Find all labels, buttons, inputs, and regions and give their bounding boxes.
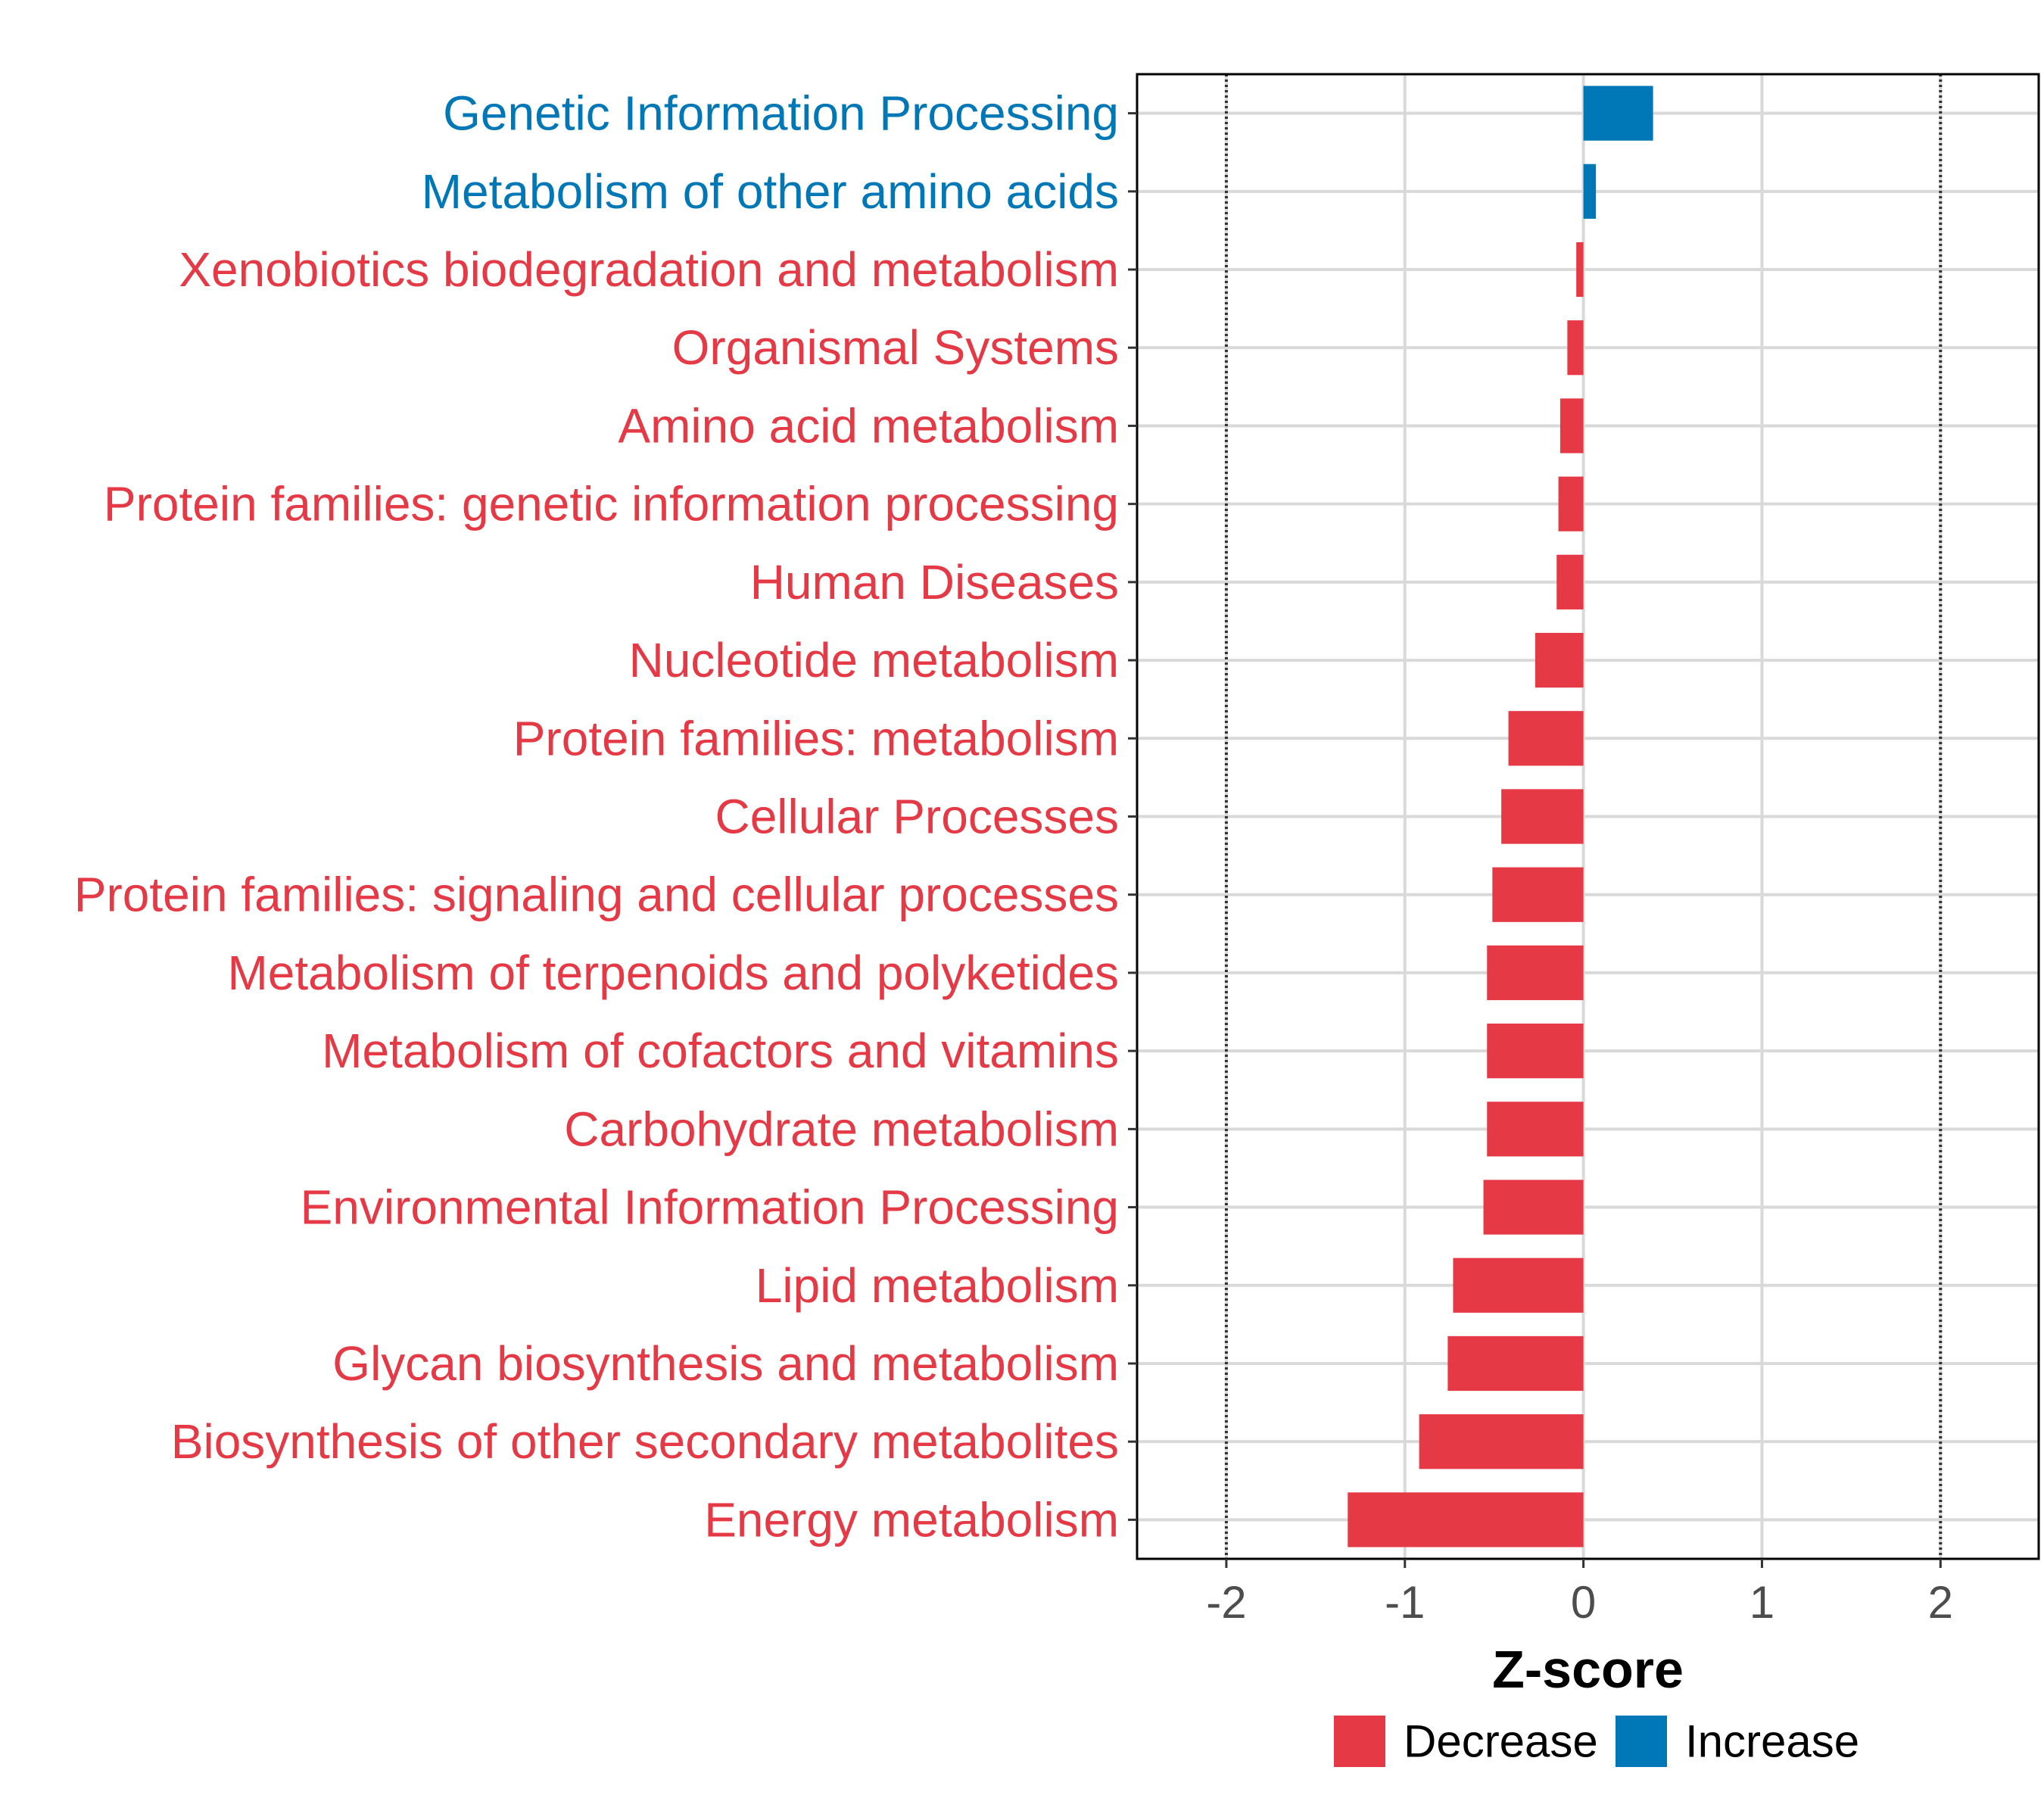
category-labels: Genetic Information Processing Metabolism… — [74, 86, 1119, 1547]
bar-metabolism-of-terpenoids-and-polyketides — [1487, 945, 1584, 1001]
bar-metabolism-of-other-amino-acids — [1583, 164, 1597, 219]
legend: Decrease Increase — [1334, 1716, 1859, 1767]
category-label-glycan-biosynthesis-and-metabolism: Glycan biosynthesis and metabolism — [332, 1336, 1119, 1391]
category-label-metabolism-of-cofactors-and-vitamins: Metabolism of cofactors and vitamins — [322, 1024, 1119, 1078]
x-tick-label-1: -1 — [1385, 1577, 1425, 1628]
bar-organismal-systems — [1567, 320, 1584, 376]
bar-lipid-metabolism — [1453, 1258, 1584, 1313]
category-label-amino-acid-metabolism: Amino acid metabolism — [618, 398, 1119, 453]
category-label-carbohydrate-metabolism: Carbohydrate metabolism — [564, 1102, 1119, 1156]
category-label-human-diseases: Human Diseases — [750, 555, 1119, 609]
bar-carbohydrate-metabolism — [1487, 1102, 1584, 1157]
legend-label-increase: Increase — [1685, 1716, 1859, 1767]
x-tick-label-1: 1 — [1750, 1577, 1774, 1628]
category-label-environmental-information-processing: Environmental Information Processing — [301, 1180, 1119, 1235]
category-label-metabolism-of-other-amino-acids: Metabolism of other amino acids — [422, 164, 1119, 219]
bar-glycan-biosynthesis-and-metabolism — [1447, 1335, 1584, 1392]
x-tick-label-2: -2 — [1206, 1577, 1246, 1628]
x-tick-label-2: 2 — [1928, 1577, 1953, 1628]
bar-biosynthesis-of-other-secondary-metabolites — [1419, 1414, 1584, 1469]
bar-environmental-information-processing — [1483, 1180, 1584, 1235]
bar-protein-families-genetic-information-processing — [1558, 476, 1584, 531]
category-label-protein-families-genetic-information-processing: Protein families: genetic information pr… — [104, 477, 1119, 531]
bar-xenobiotics-biodegradation-and-metabolism — [1576, 242, 1584, 298]
category-label-protein-families-metabolism: Protein families: metabolism — [513, 711, 1119, 765]
bar-amino-acid-metabolism — [1559, 398, 1584, 453]
x-tick-label-0: 0 — [1571, 1577, 1596, 1628]
x-axis-ticks: -2 -1 0 1 2 — [1206, 1559, 1953, 1628]
bars — [1348, 86, 1653, 1547]
bar-nucleotide-metabolism — [1535, 632, 1584, 688]
category-label-biosynthesis-of-other-secondary-metabolites: Biosynthesis of other secondary metaboli… — [171, 1414, 1119, 1469]
legend-label-decrease: Decrease — [1404, 1716, 1598, 1767]
legend-swatch-increase — [1616, 1716, 1667, 1767]
category-label-cellular-processes: Cellular Processes — [715, 790, 1119, 844]
reference-lines — [1224, 74, 1943, 1559]
category-label-genetic-information-processing: Genetic Information Processing — [443, 86, 1119, 141]
bar-metabolism-of-cofactors-and-vitamins — [1487, 1024, 1584, 1079]
grid-layer — [1137, 74, 2039, 1559]
category-label-lipid-metabolism: Lipid metabolism — [756, 1258, 1119, 1313]
x-axis-title: Z-score — [1492, 1640, 1684, 1699]
y-axis-ticks — [1128, 112, 1137, 1521]
bar-genetic-information-processing — [1583, 86, 1653, 141]
bar-protein-families-signaling-and-cellular-processes — [1492, 867, 1584, 922]
category-label-protein-families-signaling-and-cellular-processes: Protein families: signaling and cellular… — [74, 868, 1119, 922]
category-label-nucleotide-metabolism: Nucleotide metabolism — [629, 633, 1119, 687]
bar-energy-metabolism — [1348, 1492, 1584, 1547]
category-label-metabolism-of-terpenoids-and-polyketides: Metabolism of terpenoids and polyketides — [227, 946, 1119, 1000]
bar-protein-families-metabolism — [1508, 711, 1584, 766]
category-label-organismal-systems: Organismal Systems — [672, 320, 1119, 375]
bar-cellular-processes — [1501, 789, 1584, 844]
category-label-energy-metabolism: Energy metabolism — [704, 1492, 1119, 1547]
bar-human-diseases — [1556, 554, 1584, 609]
category-label-xenobiotics-biodegradation-and-metabolism: Xenobiotics biodegradation and metabolis… — [179, 242, 1119, 297]
legend-swatch-decrease — [1334, 1716, 1385, 1767]
